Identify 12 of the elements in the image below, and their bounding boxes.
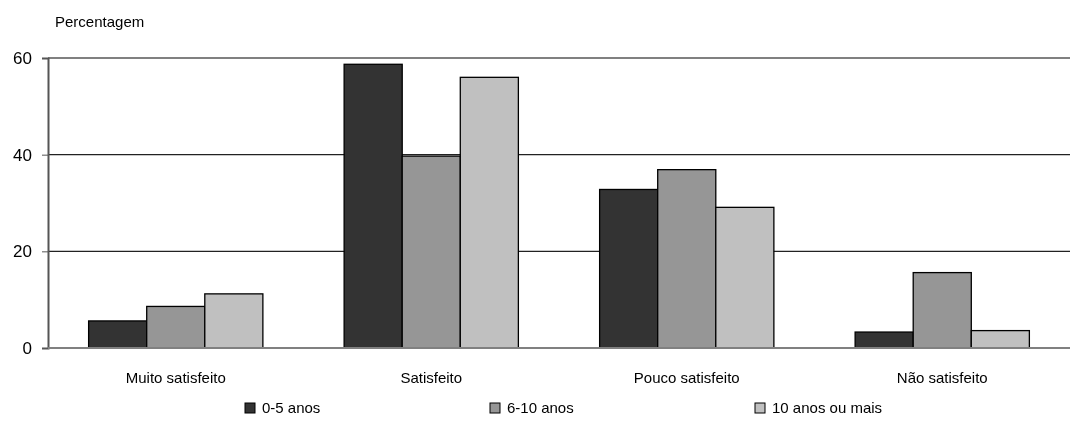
x-tick-label: Satisfeito <box>400 368 463 386</box>
legend-label: 6-10 anos <box>507 399 574 416</box>
x-tick-label: Muito satisfeito <box>125 368 226 386</box>
y-tick-label: 60 <box>13 48 32 68</box>
y-axis-title: Percentagem <box>55 13 145 30</box>
y-tick-label: 20 <box>13 242 32 262</box>
y-tick-label: 40 <box>13 145 32 165</box>
x-tick-label: Não satisfeito <box>896 368 988 386</box>
y-tick-label: 0 <box>22 338 32 358</box>
legend-label: 0-5 anos <box>262 399 321 416</box>
x-tick-label: Pouco satisfeito <box>633 368 740 386</box>
legend-label: 10 anos ou mais <box>772 399 883 416</box>
